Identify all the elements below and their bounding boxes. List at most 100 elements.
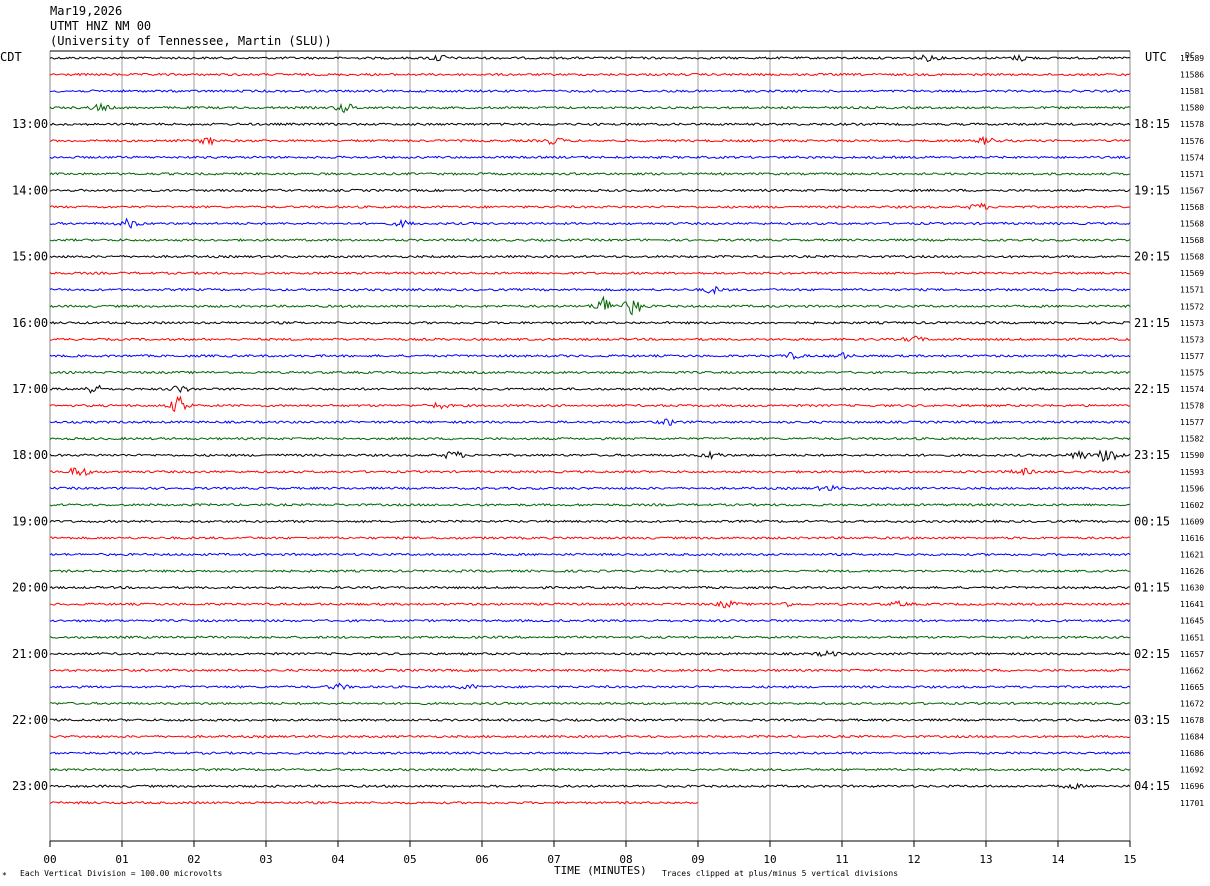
left-time-label: 18:00 (12, 448, 48, 462)
trace-line (49, 285, 1131, 296)
trace-line (49, 635, 1131, 640)
right-time-label: 21:15 (1134, 316, 1170, 330)
x-tick-label: 00 (43, 853, 56, 866)
dc-offset-label: 11567 (1180, 186, 1204, 195)
trace-line (49, 238, 1131, 242)
right-time-label: 23:15 (1134, 448, 1170, 462)
dc-offset-label: 11686 (1180, 749, 1204, 758)
trace-line (49, 188, 1131, 193)
plot-date: Mar19,2026 (50, 4, 123, 18)
dc-offset-label: 11576 (1180, 137, 1204, 146)
dc-offset-label: 11577 (1180, 418, 1204, 427)
trace-line (49, 370, 1131, 375)
dc-offset-label: 11651 (1180, 633, 1204, 642)
clip-note: Traces clipped at plus/minus 5 vertical … (662, 869, 898, 878)
x-tick-labels: 00 01 02 03 04 05 06 07 08 09 10 11 12 13 14 15 (43, 853, 1136, 866)
dc-offset-label: 11684 (1180, 733, 1204, 742)
left-time-label: 16:00 (12, 316, 48, 330)
x-tick-label: 15 (1123, 853, 1136, 866)
left-timezone-label: CDT (0, 50, 22, 64)
trace-line (49, 800, 699, 805)
trace-line (49, 395, 1131, 413)
trace-line (49, 122, 1131, 127)
dc-offset-label: 11574 (1180, 153, 1204, 162)
dc-offset-label: 11568 (1180, 203, 1204, 212)
trace-line (49, 135, 1131, 147)
dc-offset-label: 11571 (1180, 286, 1204, 295)
trace-line (49, 89, 1131, 93)
trace-line (49, 102, 1131, 114)
trace-line (49, 72, 1131, 77)
trace-line (49, 552, 1131, 557)
dc-offset-label: 11596 (1180, 484, 1204, 493)
trace-line (49, 271, 1131, 276)
minute-grid (49, 50, 1131, 847)
x-tick-label: 07 (547, 853, 560, 866)
dc-offset-label: 11630 (1180, 584, 1204, 593)
x-tick-label: 09 (691, 853, 704, 866)
trace-line (49, 585, 1130, 590)
dc-offset-label: 11701 (1180, 799, 1204, 808)
dc-offset-label: 11575 (1180, 368, 1204, 377)
dc-offset-label: 11574 (1180, 385, 1204, 394)
trace-line (49, 767, 1131, 772)
left-time-label: 20:00 (12, 581, 48, 595)
trace-line (49, 618, 1131, 623)
dc-offset-label: 11692 (1180, 766, 1204, 775)
left-time-label: 23:00 (12, 779, 48, 793)
trace-line (49, 467, 1131, 477)
trace-line (49, 502, 1131, 507)
dc-offset-label: 11696 (1180, 782, 1204, 791)
trace-line (49, 217, 1131, 229)
trace-line (49, 351, 1131, 361)
dc-offset-label: 11626 (1180, 567, 1204, 576)
dc-header-label: DC (1185, 51, 1195, 60)
dc-offset-label: 11581 (1180, 87, 1204, 96)
left-time-label: 21:00 (12, 647, 48, 661)
x-tick-label: 02 (187, 853, 200, 866)
dc-offset-label: 11616 (1180, 534, 1204, 543)
left-time-label: 15:00 (12, 250, 48, 264)
dc-offset-label: 11569 (1180, 269, 1204, 278)
trace-line (49, 569, 1131, 573)
right-time-label: 19:15 (1134, 183, 1170, 197)
trace-line (49, 202, 1131, 210)
trace-line (49, 519, 1131, 524)
dc-offset-label: 11571 (1180, 170, 1204, 179)
dc-offset-label: 11609 (1180, 517, 1204, 526)
dc-offset-label: 11602 (1180, 501, 1204, 510)
x-tick-label: 13 (979, 853, 992, 866)
dc-offset-label: 11580 (1180, 104, 1204, 113)
x-tick-label: 05 (403, 853, 416, 866)
right-time-label: 01:15 (1134, 581, 1170, 595)
dc-offset-label: 11572 (1180, 302, 1204, 311)
x-tick-label: 10 (763, 853, 776, 866)
trace-line (49, 53, 1131, 63)
dc-offset-label: 11589 (1180, 54, 1204, 63)
dc-offset-label: 11621 (1180, 551, 1204, 560)
station-code: UTMT HNZ NM 00 (50, 19, 152, 33)
corner-mark: * (2, 871, 7, 880)
dc-offset-label: 11678 (1180, 716, 1204, 725)
dc-offset-label: 11568 (1180, 220, 1204, 229)
trace-line (49, 254, 1131, 259)
dc-offset-label: 11657 (1180, 650, 1204, 659)
trace-line (49, 718, 1131, 722)
x-tick-label: 14 (1051, 853, 1065, 866)
trace-line (50, 701, 1131, 706)
dc-offset-label: 11582 (1180, 435, 1204, 444)
right-time-label: 04:15 (1134, 779, 1170, 793)
x-tick-label: 03 (259, 853, 272, 866)
left-time-label: 17:00 (12, 382, 48, 396)
right-time-label: 18:15 (1134, 117, 1170, 131)
left-time-label: 13:00 (12, 117, 48, 131)
scale-note: Each Vertical Division = 100.00 microvol… (20, 869, 222, 878)
trace-line (49, 449, 1131, 463)
institution-name: (University of Tennessee, Martin (SLU)) (50, 34, 332, 48)
left-time-label: 14:00 (12, 183, 48, 197)
trace-line (49, 734, 1131, 739)
trace-group (49, 53, 1131, 805)
dc-offset-label: 11641 (1180, 600, 1204, 609)
x-tick-label: 04 (331, 853, 345, 866)
